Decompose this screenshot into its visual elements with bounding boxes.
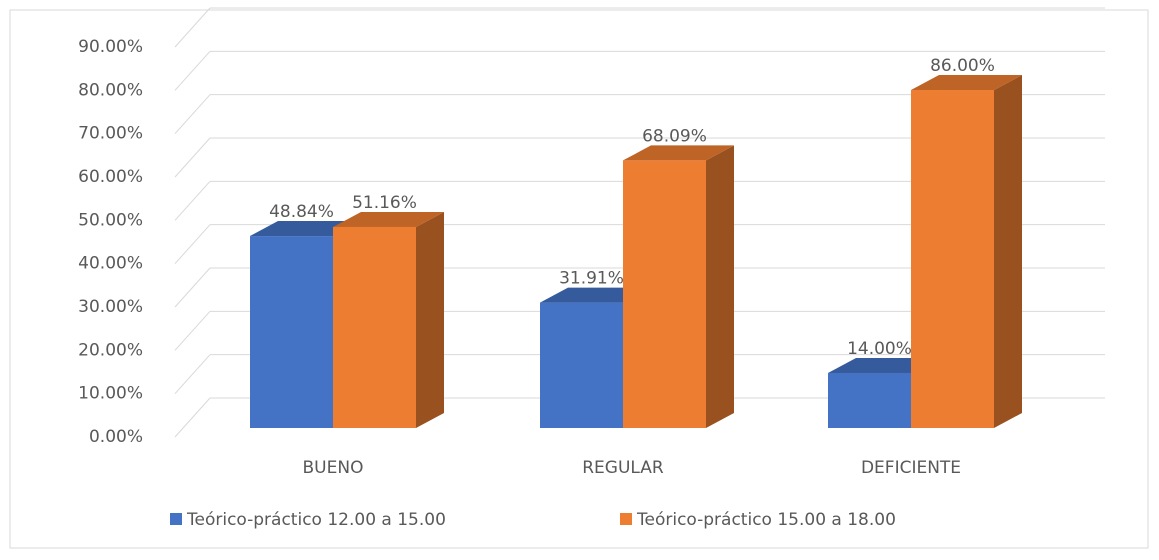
y-tick-label: 20.00% xyxy=(78,340,143,360)
grid-line-side xyxy=(174,310,211,351)
bar-top xyxy=(333,211,444,227)
data-label: 31.91% xyxy=(559,269,624,289)
x-tick-label: DEFICIENTE xyxy=(861,458,961,478)
grid-line-side xyxy=(174,397,211,438)
x-tick-label: BUENO xyxy=(303,458,364,478)
bar xyxy=(333,226,416,428)
y-tick-label: 50.00% xyxy=(78,210,143,230)
grid-line-side xyxy=(174,7,211,48)
bar-side xyxy=(994,75,1022,429)
legend-label: Teórico-práctico 12.00 a 15.00 xyxy=(186,510,446,530)
data-label: 68.09% xyxy=(642,126,707,146)
y-tick-label: 80.00% xyxy=(78,80,143,100)
y-tick-label: 0.00% xyxy=(89,427,143,447)
bar-side xyxy=(416,211,444,428)
bar xyxy=(911,90,994,429)
y-tick-label: 10.00% xyxy=(78,384,143,404)
grid-line-side xyxy=(174,137,211,178)
grid-line-side xyxy=(174,180,211,221)
legend-swatch xyxy=(170,513,182,525)
y-tick-label: 60.00% xyxy=(78,167,143,187)
bar-top xyxy=(911,75,1022,91)
data-label: 86.00% xyxy=(930,56,995,76)
x-tick-label: REGULAR xyxy=(582,458,664,478)
grid-line-side xyxy=(174,94,211,135)
bar xyxy=(623,160,706,428)
bar-top xyxy=(623,145,734,161)
bar-side xyxy=(706,145,734,428)
grid-line-side xyxy=(174,267,211,308)
bar xyxy=(828,372,911,428)
y-tick-label: 40.00% xyxy=(78,254,143,274)
y-tick-label: 70.00% xyxy=(78,124,143,144)
legend-swatch xyxy=(620,513,632,525)
data-label: 48.84% xyxy=(269,202,334,222)
data-label: 51.16% xyxy=(352,193,417,213)
bar xyxy=(250,236,333,428)
legend-label: Teórico-práctico 15.00 a 18.00 xyxy=(636,510,896,530)
bar xyxy=(540,302,623,428)
data-label: 14.00% xyxy=(847,339,912,359)
y-tick-label: 90.00% xyxy=(78,37,143,57)
grid-line-side xyxy=(174,224,211,265)
grid-line-side xyxy=(174,50,211,91)
y-tick-label: 30.00% xyxy=(78,297,143,317)
grid-line-side xyxy=(174,354,211,395)
